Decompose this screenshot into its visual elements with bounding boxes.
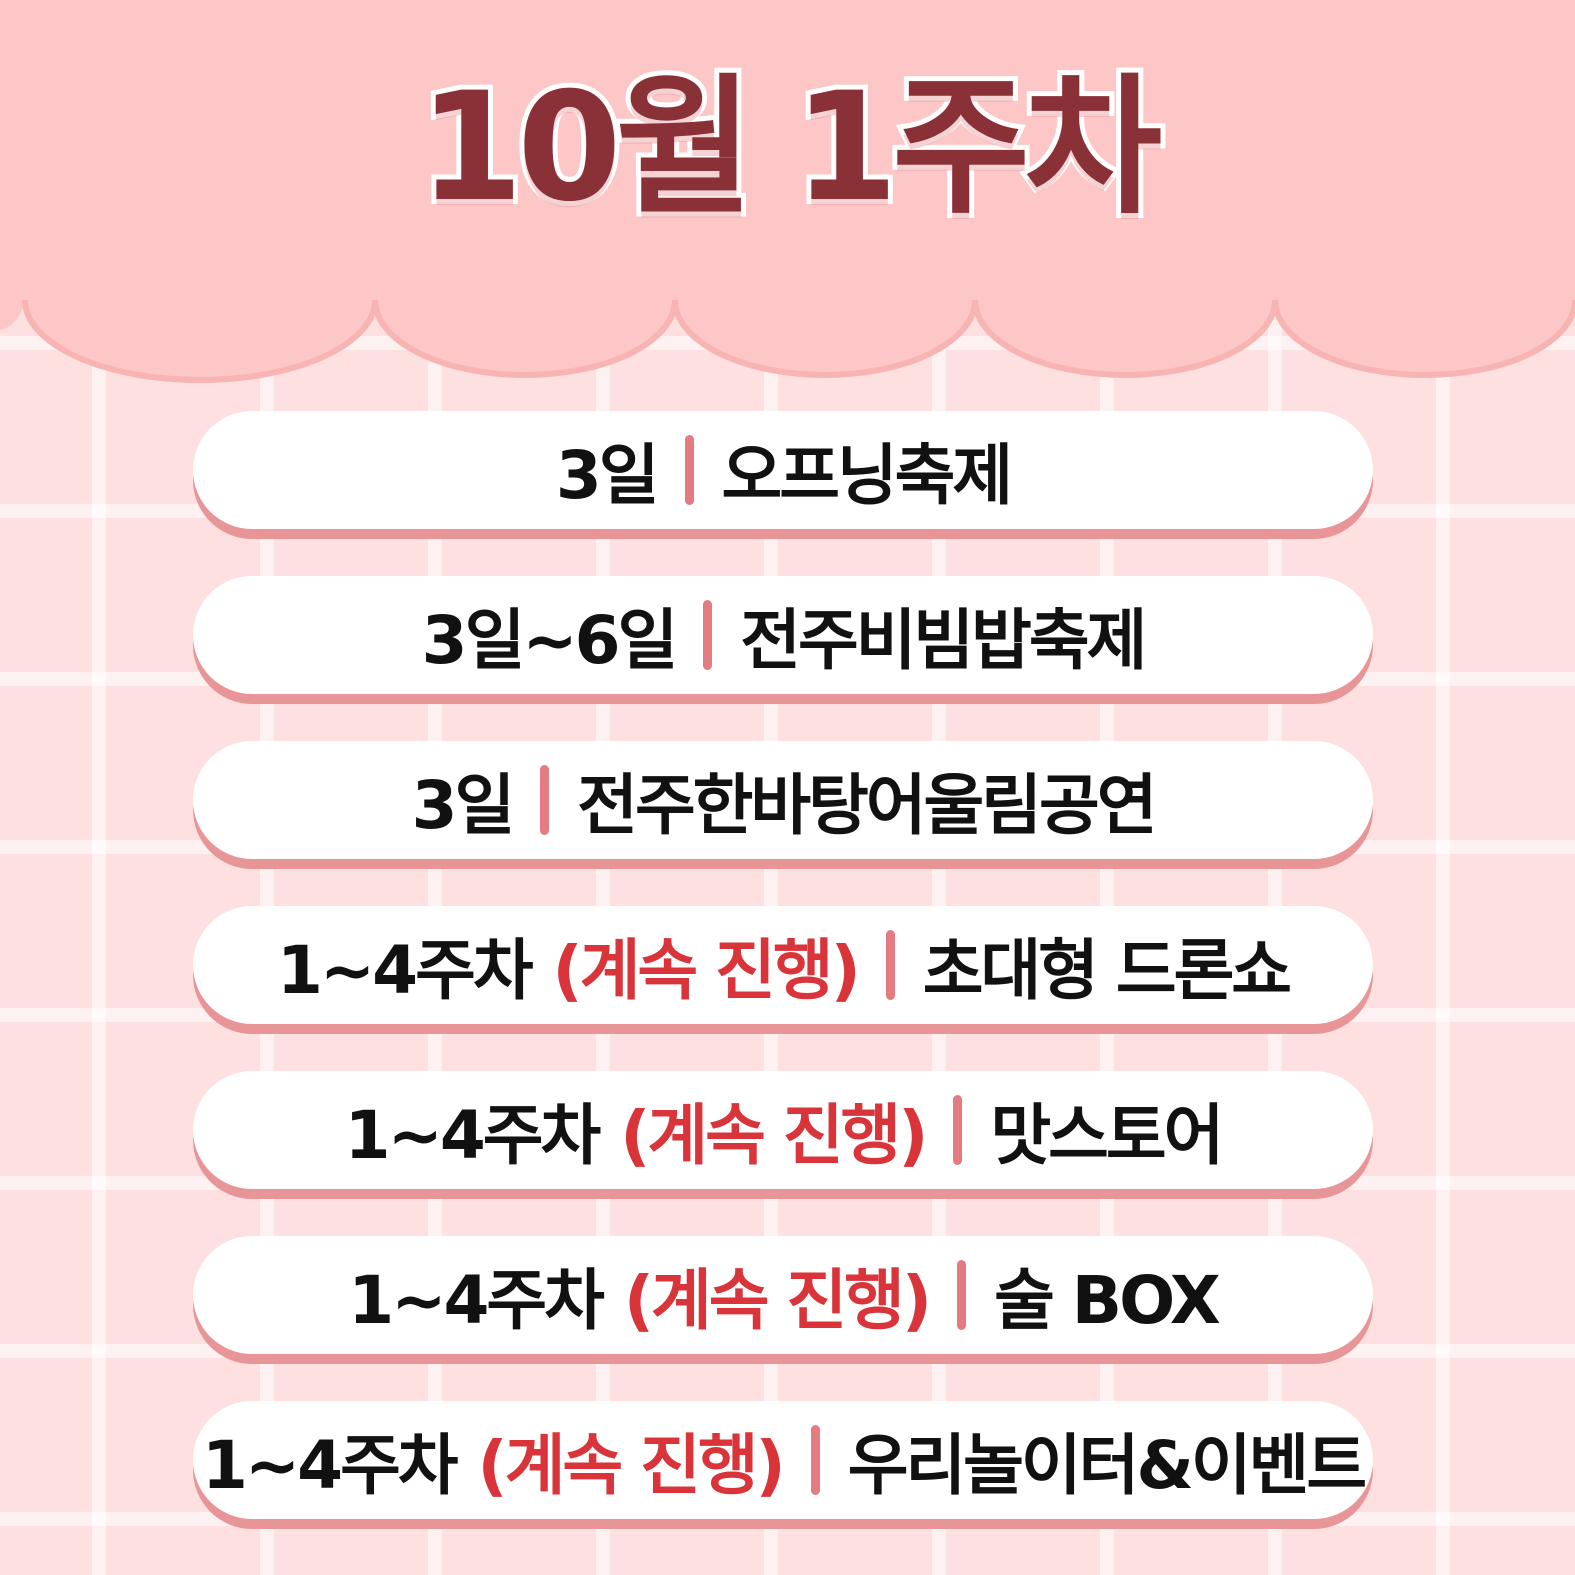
schedule-item: 3일 전주한바탕어울림공연 (193, 741, 1373, 859)
separator-bar (885, 930, 895, 1000)
schedule-event: 술 BOX (994, 1262, 1221, 1339)
separator-bar (953, 1095, 963, 1165)
ongoing-note: (계속 진행) (552, 932, 861, 1009)
schedule-event: 전주한바탕어울림공연 (577, 767, 1157, 844)
separator-bar (810, 1425, 820, 1495)
schedule-item: 1~4주차 (계속 진행) 우리놀이터&이벤트 (193, 1401, 1373, 1519)
page-title: 10월 1주차 (414, 56, 1167, 240)
schedule-date: 1~4주차 (348, 1262, 605, 1339)
schedule-date: 1~4주차 (276, 932, 534, 1009)
schedule-event: 오프닝축제 (721, 437, 1014, 514)
ongoing-note: (계속 진행) (623, 1262, 932, 1339)
schedule-item: 1~4주차 (계속 진행) 초대형 드론쇼 (193, 906, 1373, 1024)
schedule-list: 3일 오프닝축제 3일~6일 전주비빔밥축제 3일 전주한바탕어울림공연 1~4… (193, 411, 1373, 1566)
schedule-date: 3일 (411, 767, 516, 844)
schedule-event: 맛스토어 (990, 1097, 1224, 1174)
schedule-event: 우리놀이터&이벤트 (847, 1427, 1367, 1504)
separator-bar (957, 1260, 967, 1330)
schedule-date: 3일 (555, 437, 660, 514)
schedule-event: 초대형 드론쇼 (922, 932, 1292, 1009)
separator-bar (703, 600, 713, 670)
ongoing-note: (계속 진행) (477, 1427, 786, 1504)
separator-bar (684, 435, 694, 505)
schedule-item: 3일~6일 전주비빔밥축제 (193, 576, 1373, 694)
scallop-header (0, 0, 1575, 383)
separator-bar (540, 765, 550, 835)
ongoing-note: (계속 진행) (620, 1097, 928, 1174)
schedule-item: 1~4주차 (계속 진행) 맛스토어 (193, 1071, 1373, 1189)
schedule-date: 1~4주차 (344, 1097, 602, 1174)
schedule-event: 전주비빔밥축제 (740, 602, 1147, 679)
schedule-date: 1~4주차 (201, 1427, 459, 1504)
schedule-item: 1~4주차 (계속 진행) 술 BOX (193, 1236, 1373, 1354)
schedule-date: 3일~6일 (421, 602, 679, 679)
schedule-item: 3일 오프닝축제 (193, 411, 1373, 529)
